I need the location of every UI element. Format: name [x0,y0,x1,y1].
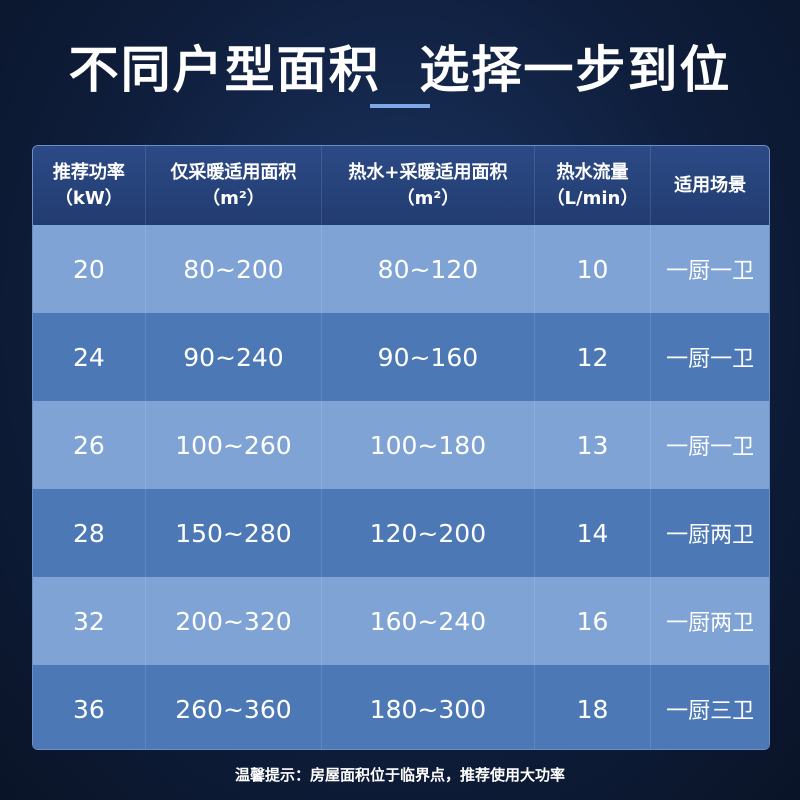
table-cell: 10 [535,225,652,313]
table-cell: 100~260 [146,401,323,489]
table-cell: 32 [33,577,146,665]
table-cell: 160~240 [322,577,535,665]
table-cell: 180~300 [322,665,535,749]
header-label: 热水+采暖适用面积 [348,161,508,183]
table-row: 20 80~200 80~120 10 一厨一卫 [33,225,769,313]
table-cell: 28 [33,489,146,577]
header-label: 仅采暖适用面积 [170,161,297,183]
table-cell: 20 [33,225,146,313]
title-underline [370,104,430,108]
table-cell: 36 [33,665,146,749]
table-cell: 120~200 [322,489,535,577]
header-unit: （m²） [202,187,265,209]
table-cell: 一厨三卫 [666,699,755,724]
table-cell: 14 [535,489,652,577]
header-label: 热水流量 [556,161,629,183]
header-cell: 热水+采暖适用面积 （m²） [322,146,535,225]
header-cell: 适用场景 [651,146,769,225]
table-cell: 18 [535,665,652,749]
table-row: 28 150~280 120~200 14 一厨两卫 [33,489,769,577]
table-cell: 80~120 [322,225,535,313]
table-cell: 一厨一卫 [666,259,755,284]
page-title: 不同户型面积 选择一步到位 [68,41,732,99]
table-row: 26 100~260 100~180 13 一厨一卫 [33,401,769,489]
table-cell: 13 [535,401,652,489]
table-cell: 150~280 [146,489,323,577]
header-cell: 仅采暖适用面积 （m²） [146,146,323,225]
header-label: 推荐功率 [52,161,125,183]
table-row: 24 90~240 90~160 12 一厨一卫 [33,313,769,401]
table-cell: 一厨两卫 [666,523,755,548]
header-cell: 推荐功率 （kW） [33,146,146,225]
table-cell: 80~200 [146,225,323,313]
table-cell: 12 [535,313,652,401]
table-row: 36 260~360 180~300 18 一厨三卫 [33,665,769,749]
table-cell: 260~360 [146,665,323,749]
table-cell: 一厨两卫 [666,611,755,636]
header-label: 适用场景 [674,174,747,196]
table-cell: 16 [535,577,652,665]
table-cell: 24 [33,313,146,401]
header-unit: （m²） [396,187,460,209]
spec-table: 推荐功率 （kW） 仅采暖适用面积 （m²） 热水+采暖适用面积 （m²） 热水流量 （… [32,145,770,750]
table-cell: 90~240 [146,313,323,401]
header-unit: （L/min） [546,187,639,209]
table-cell: 200~320 [146,577,323,665]
table-cell: 一厨一卫 [666,435,755,460]
header-cell: 热水流量 （L/min） [535,146,652,225]
table-header: 推荐功率 （kW） 仅采暖适用面积 （m²） 热水+采暖适用面积 （m²） 热水流量 （… [33,146,769,225]
table-cell: 100~180 [322,401,535,489]
table-cell: 90~160 [322,313,535,401]
table-row: 32 200~320 160~240 16 一厨两卫 [33,577,769,665]
table-cell: 一厨一卫 [666,347,755,372]
table-cell: 26 [33,401,146,489]
tip-text: 温馨提示：房屋面积位于临界点，推荐使用大功率 [234,766,565,784]
header-unit: （kW） [54,187,123,209]
